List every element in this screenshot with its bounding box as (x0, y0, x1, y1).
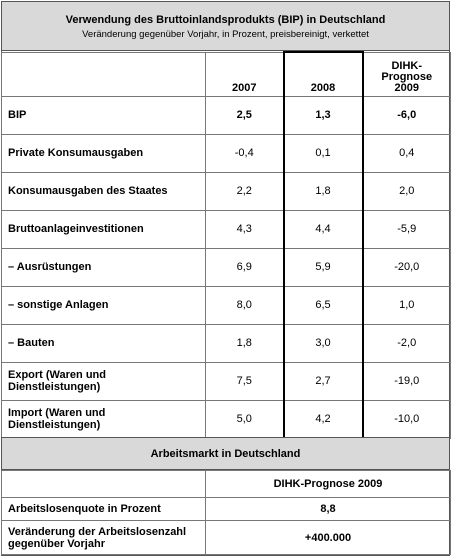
value-2009: 1,0 (362, 285, 451, 325)
row-label: – sonstige Anlagen (1, 285, 206, 325)
value-2009: -2,0 (362, 323, 451, 363)
table-row: Export (Waren und Dienstleistungen) 7,5 … (1, 361, 451, 401)
empty-header-cell (1, 470, 206, 498)
column-header-row: 2007 2008 DIHK- Prognose 2009 (1, 51, 451, 97)
value-2009: 2,0 (362, 171, 451, 211)
labor-value: 8,8 (205, 497, 451, 521)
empty-header-cell (1, 51, 206, 97)
value-2007: 7,5 (205, 361, 284, 401)
table-row: BIP 2,5 1,3 -6,0 (1, 95, 451, 135)
table-row: Veränderung der Arbeitslosenzahl gegenüb… (1, 520, 451, 555)
value-2009: 0,4 (362, 133, 451, 173)
row-label: – Bauten (1, 323, 206, 363)
value-2007: 4,3 (205, 209, 284, 249)
table-header: Verwendung des Bruttoinlandsprodukts (BI… (1, 1, 450, 51)
table-row: – sonstige Anlagen 8,0 6,5 1,0 (1, 285, 451, 325)
row-label: – Ausrüstungen (1, 247, 206, 287)
value-2007: -0,4 (205, 133, 284, 173)
value-2007: 1,8 (205, 323, 284, 363)
table-subtitle: Veränderung gegenüber Vorjahr, in Prozen… (82, 29, 369, 40)
value-2008: 4,4 (282, 209, 364, 249)
value-2007: 6,9 (205, 247, 284, 287)
forecast-header-line3: 2009 (394, 81, 419, 94)
value-2008: 1,3 (282, 95, 364, 135)
labor-table: DIHK-Prognose 2009 Arbeitslosenquote in … (1, 470, 451, 555)
value-2008: 4,2 (282, 399, 364, 439)
gdp-table: 2007 2008 DIHK- Prognose 2009 BIP 2,5 1,… (1, 51, 451, 439)
labor-header-row: DIHK-Prognose 2009 (1, 470, 451, 498)
row-label: Konsumausgaben des Staates (1, 171, 206, 211)
labor-forecast-header: DIHK-Prognose 2009 (205, 470, 451, 498)
column-header-2007: 2007 (205, 51, 284, 97)
forecast-header-line1: DIHK- (391, 59, 423, 72)
row-label: BIP (1, 95, 206, 135)
labor-section-title: Arbeitsmarkt in Deutschland (1, 437, 450, 470)
table-row: Private Konsumausgaben -0,4 0,1 0,4 (1, 133, 451, 173)
column-header-forecast-2009: DIHK- Prognose 2009 (362, 51, 451, 97)
value-2007: 2,5 (205, 95, 284, 135)
value-2009: -10,0 (362, 399, 451, 439)
row-label: Bruttoanlageinvestitionen (1, 209, 206, 249)
value-2008: 2,7 (282, 361, 364, 401)
table-row: Import (Waren und Dienstleistungen) 5,0 … (1, 399, 451, 439)
labor-value: +400.000 (205, 520, 451, 555)
value-2009: -19,0 (362, 361, 451, 401)
value-2009: -20,0 (362, 247, 451, 287)
row-label: Export (Waren und Dienstleistungen) (1, 361, 206, 401)
value-2007: 2,2 (205, 171, 284, 211)
table-row: – Bauten 1,8 3,0 -2,0 (1, 323, 451, 363)
row-label: Import (Waren und Dienstleistungen) (1, 399, 206, 439)
value-2008: 0,1 (282, 133, 364, 173)
column-header-2008: 2008 (282, 51, 364, 97)
value-2007: 5,0 (205, 399, 284, 439)
value-2009: -5,9 (362, 209, 451, 249)
forecast-header-line2: Prognose (381, 70, 433, 83)
value-2009: -6,0 (362, 95, 451, 135)
table-row: Konsumausgaben des Staates 2,2 1,8 2,0 (1, 171, 451, 211)
table-row: – Ausrüstungen 6,9 5,9 -20,0 (1, 247, 451, 287)
row-label: Arbeitslosenquote in Prozent (1, 497, 206, 521)
value-2008: 6,5 (282, 285, 364, 325)
table-row: Bruttoanlageinvestitionen 4,3 4,4 -5,9 (1, 209, 451, 249)
value-2008: 5,9 (282, 247, 364, 287)
table-title: Verwendung des Bruttoinlandsprodukts (BI… (65, 14, 386, 26)
table-row: Arbeitslosenquote in Prozent 8,8 (1, 497, 451, 521)
value-2008: 3,0 (282, 323, 364, 363)
value-2007: 8,0 (205, 285, 284, 325)
row-label: Private Konsumausgaben (1, 133, 206, 173)
row-label: Veränderung der Arbeitslosenzahl gegenüb… (1, 520, 206, 555)
value-2008: 1,8 (282, 171, 364, 211)
